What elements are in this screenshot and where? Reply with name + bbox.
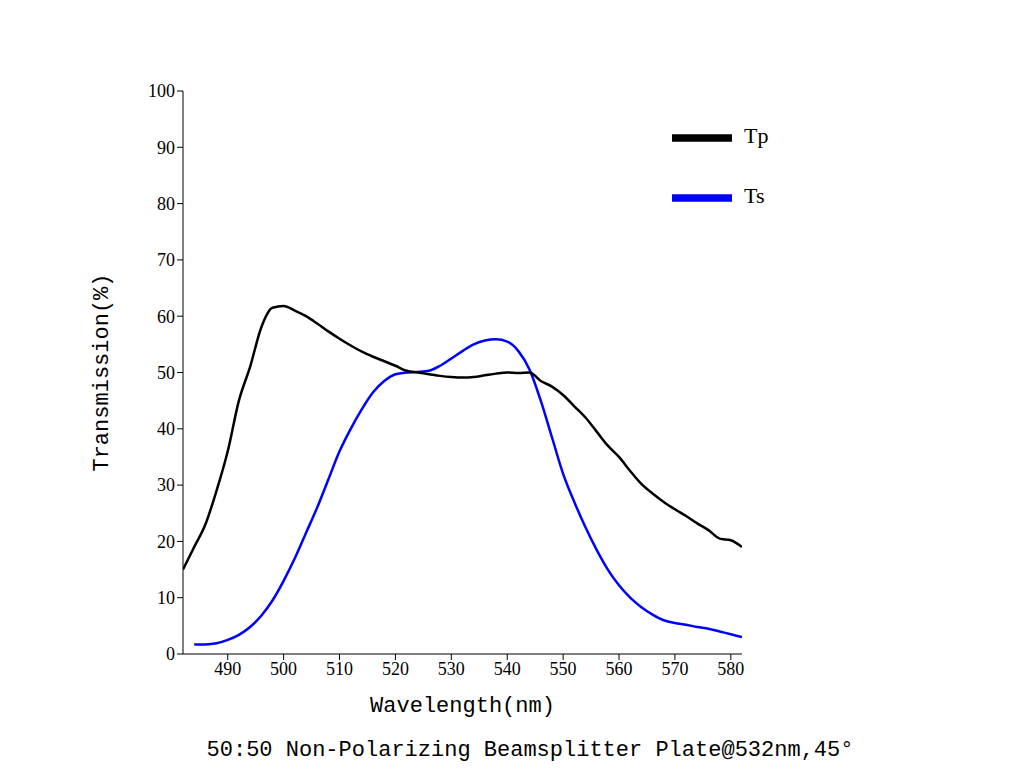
svg-text:540: 540 [494,659,521,679]
svg-text:570: 570 [661,659,688,679]
svg-text:90: 90 [157,138,175,158]
svg-text:10: 10 [157,588,175,608]
svg-text:490: 490 [214,659,241,679]
svg-text:580: 580 [717,659,744,679]
svg-text:510: 510 [326,659,353,679]
svg-text:550: 550 [550,659,577,679]
svg-text:50: 50 [157,363,175,383]
html-text:50:50 Non-Polarizing Beamsplit: 50:50 Non-Polarizing Beamsplitter Plate@… [206,738,854,763]
svg-text:30: 30 [157,475,175,495]
svg-text:Transmission(%): Transmission(%) [90,273,115,471]
svg-text:100: 100 [148,81,175,101]
html-text:Ts: Ts [744,183,765,208]
svg-text:20: 20 [157,532,175,552]
svg-text:60: 60 [157,307,175,327]
svg-text:520: 520 [382,659,409,679]
svg-text:80: 80 [157,194,175,214]
svg-text:0: 0 [166,644,175,664]
svg-text:500: 500 [270,659,297,679]
html-text:Tp: Tp [744,123,769,148]
svg-text:40: 40 [157,419,175,439]
svg-text:70: 70 [157,250,175,270]
svg-text:530: 530 [438,659,465,679]
svg-text:560: 560 [606,659,633,679]
svg-text:Wavelength(nm): Wavelength(nm) [370,694,555,719]
